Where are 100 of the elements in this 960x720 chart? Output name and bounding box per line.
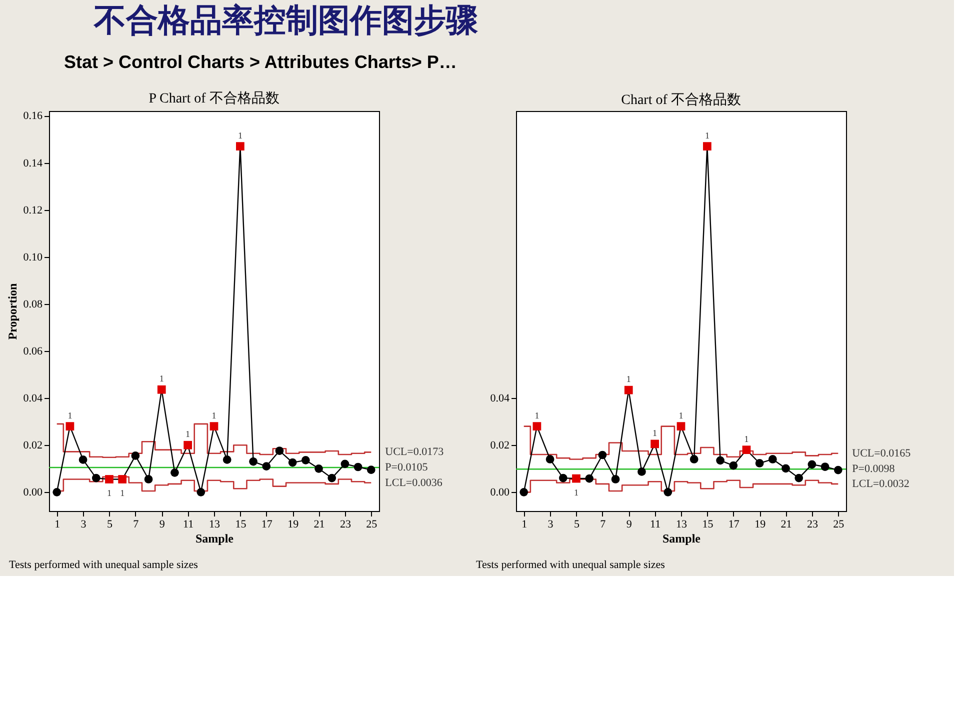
x-tick-label: 15 bbox=[702, 518, 714, 530]
annotation: 1 bbox=[68, 410, 72, 420]
point bbox=[301, 456, 310, 464]
y-tick-label: 0.06 bbox=[23, 346, 43, 358]
annotation: 1 bbox=[159, 374, 164, 384]
point bbox=[105, 475, 114, 484]
y-tick-label: 0.00 bbox=[23, 486, 43, 499]
point bbox=[808, 460, 816, 469]
point bbox=[78, 456, 88, 464]
annotation: UCL=0.0173 bbox=[385, 446, 444, 458]
x-tick-label: 11 bbox=[650, 518, 661, 530]
point bbox=[703, 142, 712, 150]
point bbox=[236, 142, 244, 150]
x-tick-label: 13 bbox=[676, 518, 688, 530]
annotation: LCL=0.0032 bbox=[852, 478, 910, 490]
annotation: 1 bbox=[652, 428, 658, 438]
y-axis-title: Proportion bbox=[5, 282, 20, 340]
x-tick-label: 3 bbox=[80, 518, 87, 530]
point bbox=[820, 462, 830, 471]
point bbox=[729, 461, 738, 470]
x-tick-label: 1 bbox=[522, 518, 528, 530]
annotation: 1 bbox=[626, 374, 631, 384]
point bbox=[782, 464, 790, 473]
point bbox=[572, 474, 580, 483]
point bbox=[144, 475, 153, 484]
text: 不合格品率控制图作图步骤 bbox=[93, 2, 479, 38]
point bbox=[118, 475, 127, 484]
point bbox=[131, 452, 140, 460]
point bbox=[196, 488, 206, 496]
point bbox=[275, 446, 284, 455]
y-tick-label: 0.12 bbox=[23, 204, 42, 216]
x-tick-label: 25 bbox=[833, 518, 845, 530]
x-tick-label: 9 bbox=[159, 518, 166, 530]
point bbox=[755, 459, 764, 468]
x-tick-label: 1 bbox=[54, 518, 60, 530]
point bbox=[170, 468, 179, 477]
point bbox=[366, 466, 376, 474]
annotation: 1 bbox=[120, 488, 125, 498]
point bbox=[288, 458, 297, 467]
x-tick-label: 17 bbox=[728, 518, 740, 530]
x-tick-label: 11 bbox=[183, 518, 194, 530]
point bbox=[328, 474, 336, 482]
point bbox=[638, 468, 646, 476]
annotation: 1 bbox=[678, 410, 684, 420]
point bbox=[650, 440, 659, 448]
x-tick-label: 19 bbox=[288, 518, 300, 530]
y-tick-label: 0.16 bbox=[23, 110, 43, 122]
point bbox=[624, 386, 633, 394]
chart-title: P Chart of 不合格品数 bbox=[148, 90, 280, 107]
point bbox=[354, 462, 362, 472]
point bbox=[52, 488, 62, 496]
point bbox=[558, 474, 568, 482]
x-tick-label: 13 bbox=[209, 518, 220, 530]
x-tick-label: 3 bbox=[548, 518, 554, 530]
y-tick-label: 0.08 bbox=[23, 298, 43, 310]
point bbox=[249, 457, 258, 466]
chart-title: Chart of 不合格品数 bbox=[621, 92, 741, 108]
point bbox=[157, 385, 166, 394]
annotation: P=0.0098 bbox=[852, 463, 896, 476]
point bbox=[716, 456, 724, 465]
annotation: 1 bbox=[186, 429, 190, 440]
point bbox=[742, 446, 751, 454]
annotation: UCL=0.0165 bbox=[852, 447, 912, 460]
x-tick-label: 23 bbox=[806, 518, 818, 530]
annotation: 1 bbox=[212, 410, 216, 420]
x-axis-title: Sample bbox=[662, 532, 702, 546]
point bbox=[340, 460, 350, 468]
point bbox=[66, 422, 74, 430]
y-tick-label: 0.04 bbox=[23, 392, 43, 405]
y-tick-label: 0.02 bbox=[23, 440, 42, 452]
point bbox=[768, 455, 777, 464]
x-axis-title: Sample bbox=[195, 532, 234, 546]
text: Tests performed with unequal sample sizes bbox=[9, 559, 198, 571]
point bbox=[598, 450, 607, 460]
x-tick-label: 7 bbox=[600, 518, 606, 530]
annotation: 1 bbox=[574, 488, 578, 498]
y-tick-label: 0.10 bbox=[23, 251, 43, 264]
x-tick-label: 15 bbox=[235, 518, 247, 530]
point bbox=[210, 422, 218, 430]
point bbox=[794, 474, 804, 482]
text: Stat > Control Charts > Attributes Charts> P… bbox=[64, 52, 457, 72]
point bbox=[222, 456, 232, 464]
point bbox=[664, 488, 672, 496]
text: Tests performed with unequal sample sizes bbox=[476, 559, 665, 571]
annotation: P=0.0105 bbox=[385, 461, 428, 474]
point bbox=[314, 464, 323, 473]
y-tick-label: 0.04 bbox=[490, 392, 510, 405]
y-tick-label: 0.00 bbox=[490, 486, 510, 499]
x-tick-label: 25 bbox=[366, 518, 378, 530]
annotation: 1 bbox=[106, 488, 112, 498]
y-tick-label: 0.02 bbox=[490, 440, 510, 452]
annotation: 1 bbox=[744, 434, 749, 444]
x-tick-label: 5 bbox=[574, 518, 580, 530]
x-tick-label: 5 bbox=[106, 518, 113, 530]
annotation: 1 bbox=[704, 130, 710, 140]
x-tick-label: 21 bbox=[314, 518, 325, 530]
x-tick-label: 7 bbox=[133, 518, 140, 530]
point bbox=[690, 455, 698, 464]
point bbox=[262, 462, 271, 470]
annotation: LCL=0.0036 bbox=[385, 476, 443, 489]
